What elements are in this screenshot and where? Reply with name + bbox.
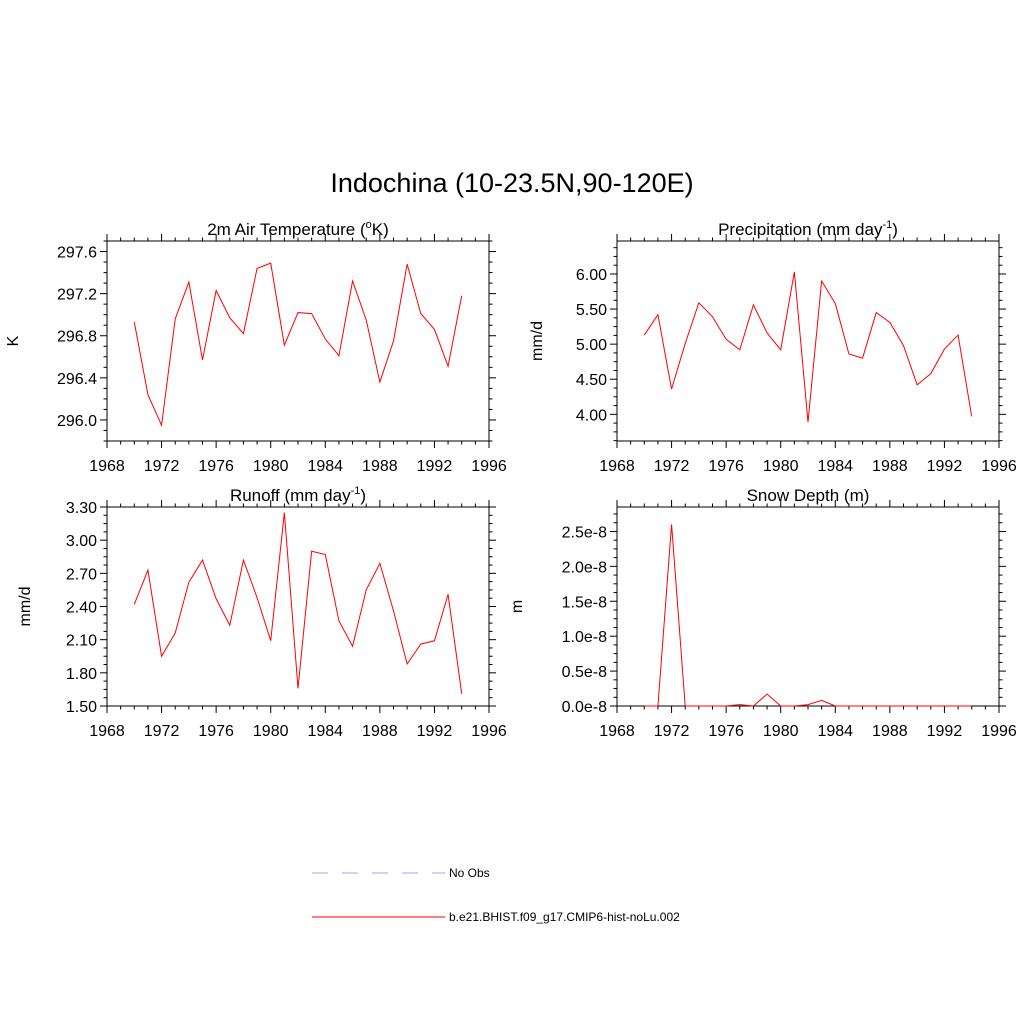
x-tick-label: 1996 <box>471 458 507 475</box>
y-axis-label: K <box>5 335 22 346</box>
y-tick-label: 4.00 <box>576 407 607 424</box>
x-tick-label: 1988 <box>362 723 398 740</box>
y-tick-label: 6.00 <box>576 267 607 284</box>
y-tick-label: 2.5e-8 <box>562 524 607 541</box>
legend-label: b.e21.BHIST.f09_g17.CMIP6-hist-noLu.002 <box>449 910 680 924</box>
y-tick-label: 1.5e-8 <box>562 594 607 611</box>
panel-title: Runoff (mm day-1) <box>230 485 366 505</box>
x-tick-label: 1968 <box>89 458 125 475</box>
x-tick-label: 1980 <box>763 458 799 475</box>
x-tick-label: 1968 <box>599 723 635 740</box>
panel-title: Snow Depth (m) <box>747 486 870 505</box>
x-tick-label: 1980 <box>253 723 289 740</box>
x-tick-label: 1984 <box>817 458 853 475</box>
x-tick-label: 1972 <box>144 723 180 740</box>
panel-title: 2m Air Temperature (oK) <box>207 219 389 239</box>
x-tick-label: 1992 <box>417 723 453 740</box>
plot-frame <box>106 240 490 442</box>
x-tick-label: 1972 <box>654 458 690 475</box>
figure-title: Indochina (10-23.5N,90-120E) <box>330 168 694 198</box>
x-tick-label: 1988 <box>872 458 908 475</box>
x-tick-label: 1972 <box>654 723 690 740</box>
x-tick-label: 1972 <box>144 458 180 475</box>
chart-panel-1: 1968 1972 1976 1980 1984 1988 1992 1996 296.0 296… <box>5 219 507 475</box>
x-tick-label: 1992 <box>417 458 453 475</box>
y-tick-label: 1.0e-8 <box>562 629 607 646</box>
y-tick-label: 5.50 <box>576 302 607 319</box>
x-tick-label: 1976 <box>708 458 744 475</box>
x-tick-label: 1980 <box>763 723 799 740</box>
x-tick-label: 1988 <box>362 458 398 475</box>
y-axis-label: mm/d <box>17 587 34 627</box>
y-tick-label: 2.70 <box>66 566 97 583</box>
x-tick-label: 1968 <box>599 458 635 475</box>
y-tick-label: 0.0e-8 <box>562 699 607 716</box>
legend: No Obs b.e21.BHIST.f09_g17.CMIP6-hist-noL… <box>312 866 680 924</box>
plot-frame <box>616 240 1000 442</box>
x-tick-label: 1976 <box>708 723 744 740</box>
x-tick-label: 1976 <box>198 458 234 475</box>
x-tick-label: 1996 <box>981 723 1017 740</box>
x-tick-label: 1984 <box>307 723 343 740</box>
y-tick-label: 296.4 <box>57 371 97 388</box>
x-tick-label: 1968 <box>89 723 125 740</box>
x-tick-label: 1996 <box>981 458 1017 475</box>
y-tick-label: 5.00 <box>576 337 607 354</box>
y-tick-label: 1.50 <box>66 699 97 716</box>
y-tick-label: 2.0e-8 <box>562 559 607 576</box>
series-line <box>643 271 973 423</box>
chart-panel-4: 1968 1972 1976 1980 1984 1988 1992 1996 0.0e-8 0.… <box>509 486 1017 740</box>
y-tick-label: 296.8 <box>57 329 97 346</box>
x-tick-label: 1996 <box>471 723 507 740</box>
y-tick-label: 3.00 <box>66 533 97 550</box>
chart-panel-3: 1968 1972 1976 1980 1984 1988 1992 1996 1.50 1.80… <box>17 485 507 740</box>
y-tick-label: 4.50 <box>576 372 607 389</box>
x-tick-label: 1980 <box>253 458 289 475</box>
plot-frame <box>106 506 490 707</box>
x-tick-label: 1976 <box>198 723 234 740</box>
x-tick-label: 1992 <box>927 723 963 740</box>
legend-label: No Obs <box>449 866 490 880</box>
x-tick-label: 1992 <box>927 458 963 475</box>
y-axis-label: mm/d <box>529 321 546 361</box>
x-tick-label: 1984 <box>307 458 343 475</box>
y-tick-label: 296.0 <box>57 413 97 430</box>
panel-title: Precipitation (mm day-1) <box>718 219 898 239</box>
y-tick-label: 1.80 <box>66 666 97 683</box>
chart-panel-2: 1968 1972 1976 1980 1984 1988 1992 1996 4.00 4.50… <box>529 219 1017 475</box>
y-tick-label: 3.30 <box>66 500 97 517</box>
y-axis-label: m <box>509 600 526 613</box>
series-line <box>644 524 972 707</box>
y-tick-label: 2.40 <box>66 600 97 617</box>
x-tick-label: 1988 <box>872 723 908 740</box>
series-line <box>133 262 463 428</box>
y-tick-label: 297.2 <box>57 287 97 304</box>
plot-frame <box>616 506 1000 707</box>
y-tick-label: 0.5e-8 <box>562 664 607 681</box>
series-line <box>133 512 463 694</box>
y-tick-label: 2.10 <box>66 633 97 650</box>
x-tick-label: 1984 <box>817 723 853 740</box>
y-tick-label: 297.6 <box>57 245 97 262</box>
